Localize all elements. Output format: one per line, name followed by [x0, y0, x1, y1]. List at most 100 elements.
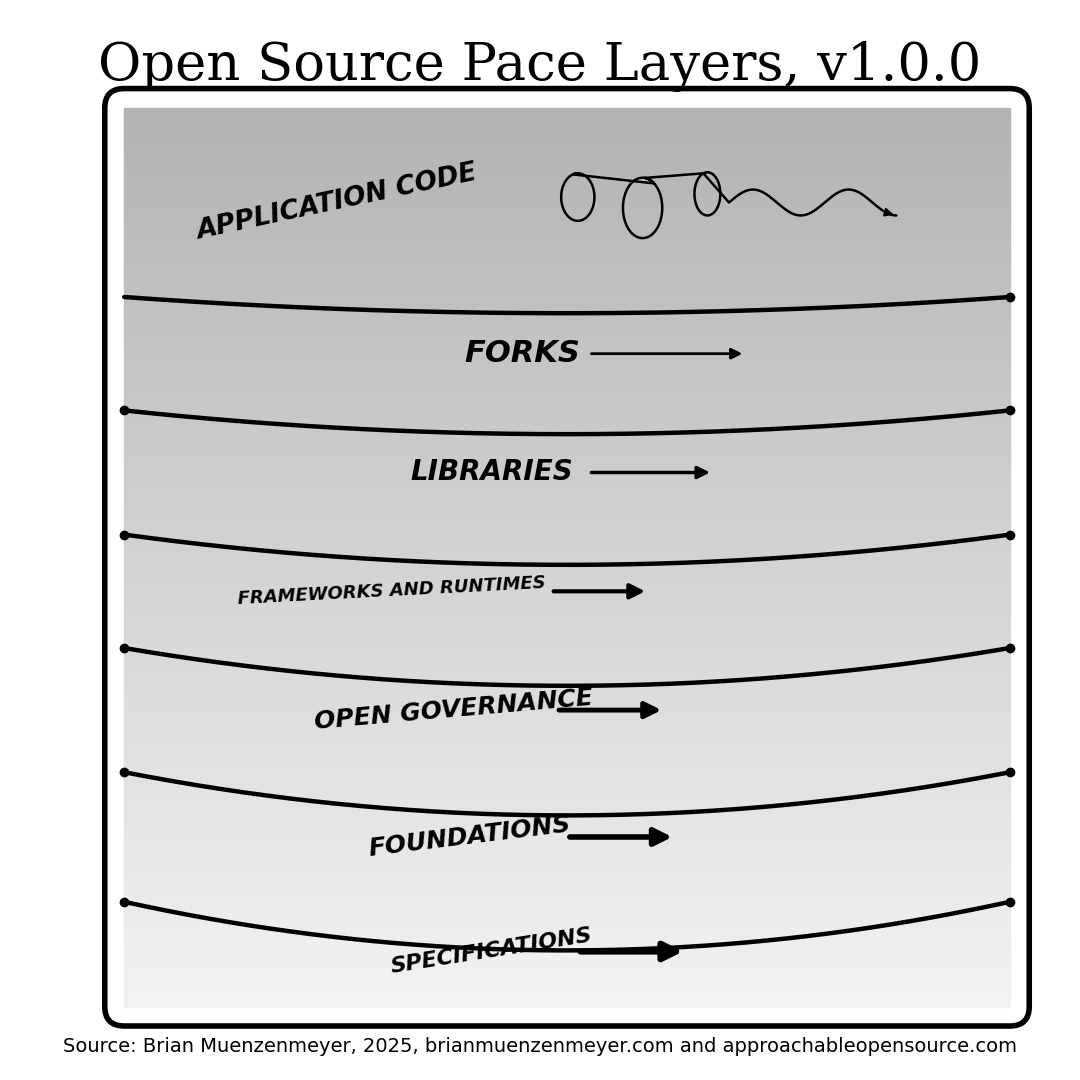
Bar — [124, 615, 1010, 617]
Bar — [124, 495, 1010, 498]
Bar — [124, 366, 1010, 368]
Bar — [124, 576, 1010, 578]
Bar — [124, 905, 1010, 907]
Bar — [124, 329, 1010, 333]
Bar — [124, 417, 1010, 419]
Bar — [124, 405, 1010, 407]
Bar — [124, 644, 1010, 647]
Bar — [124, 713, 1010, 716]
Bar — [124, 1000, 1010, 1003]
Bar — [124, 291, 1010, 294]
Bar — [124, 341, 1010, 345]
Bar — [124, 564, 1010, 566]
Bar — [124, 321, 1010, 324]
Bar — [124, 392, 1010, 395]
Bar — [124, 674, 1010, 677]
Bar — [124, 848, 1010, 851]
Bar — [124, 240, 1010, 243]
Bar — [124, 554, 1010, 557]
Bar — [124, 264, 1010, 267]
Bar — [124, 983, 1010, 986]
Bar — [124, 422, 1010, 426]
Bar — [124, 210, 1010, 213]
Bar — [124, 642, 1010, 644]
Bar — [124, 407, 1010, 410]
Bar — [124, 156, 1010, 159]
Bar — [124, 503, 1010, 507]
Bar — [124, 821, 1010, 824]
Bar — [124, 395, 1010, 399]
Bar — [124, 204, 1010, 207]
Bar — [124, 806, 1010, 809]
Text: LIBRARIES: LIBRARIES — [410, 459, 573, 486]
Bar — [124, 180, 1010, 183]
Bar — [124, 464, 1010, 468]
Bar — [124, 662, 1010, 665]
Bar — [124, 734, 1010, 737]
Bar — [124, 326, 1010, 329]
Bar — [124, 937, 1010, 941]
Bar — [124, 611, 1010, 615]
Bar — [124, 167, 1010, 171]
Bar — [124, 902, 1010, 905]
Bar — [124, 910, 1010, 914]
Bar — [124, 441, 1010, 444]
Bar — [124, 294, 1010, 297]
Bar — [124, 527, 1010, 530]
Text: OPEN GOVERNANCE: OPEN GOVERNANCE — [313, 686, 594, 734]
Bar — [124, 899, 1010, 902]
Bar — [124, 444, 1010, 446]
Bar — [124, 725, 1010, 728]
Bar — [124, 872, 1010, 875]
Bar — [124, 767, 1010, 770]
Bar — [124, 108, 1010, 111]
Bar — [124, 710, 1010, 713]
Bar — [124, 964, 1010, 968]
Bar — [124, 788, 1010, 791]
Bar — [124, 117, 1010, 120]
Bar — [124, 387, 1010, 390]
Bar — [124, 980, 1010, 983]
Bar — [124, 198, 1010, 201]
Bar — [124, 752, 1010, 755]
Bar — [124, 216, 1010, 219]
Bar — [124, 728, 1010, 731]
Bar — [124, 221, 1010, 225]
Bar — [124, 632, 1010, 635]
Bar — [124, 231, 1010, 233]
Bar — [124, 986, 1010, 988]
Bar — [124, 689, 1010, 692]
Bar — [124, 135, 1010, 138]
Bar — [124, 593, 1010, 596]
Bar — [124, 345, 1010, 348]
Bar — [124, 498, 1010, 500]
Bar — [124, 596, 1010, 599]
Bar — [124, 860, 1010, 863]
Bar — [124, 530, 1010, 534]
Bar — [124, 324, 1010, 326]
Bar — [124, 126, 1010, 129]
Bar — [124, 246, 1010, 248]
Bar — [124, 626, 1010, 630]
Bar — [124, 761, 1010, 764]
Bar — [124, 650, 1010, 653]
Bar — [124, 794, 1010, 797]
Bar — [124, 630, 1010, 632]
Bar — [124, 755, 1010, 758]
Bar — [124, 669, 1010, 671]
Bar — [124, 248, 1010, 252]
Bar — [124, 267, 1010, 270]
Bar — [124, 791, 1010, 794]
Bar — [124, 183, 1010, 186]
Bar — [124, 138, 1010, 141]
Bar — [124, 192, 1010, 194]
Bar — [124, 314, 1010, 318]
Bar — [124, 973, 1010, 976]
Bar — [124, 186, 1010, 189]
Bar — [124, 895, 1010, 899]
Bar — [124, 809, 1010, 812]
Bar — [124, 758, 1010, 761]
Bar — [124, 893, 1010, 895]
Bar — [124, 449, 1010, 453]
Bar — [124, 429, 1010, 432]
